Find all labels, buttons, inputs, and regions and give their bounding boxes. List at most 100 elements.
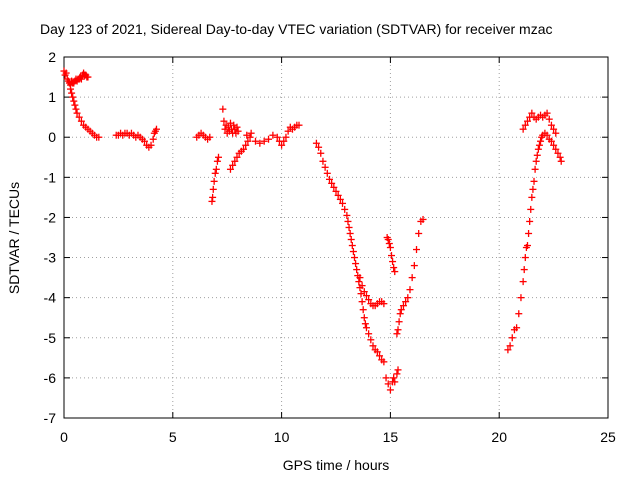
data-point	[530, 177, 538, 185]
data-point	[240, 145, 248, 153]
data-point	[70, 97, 78, 105]
data-point	[526, 217, 534, 225]
data-point	[73, 109, 81, 117]
data-point	[519, 278, 527, 286]
data-point	[332, 187, 340, 195]
data-point	[256, 139, 264, 147]
chart-title: Day 123 of 2021, Sidereal Day-to-day VTE…	[40, 21, 553, 37]
data-point	[528, 193, 536, 201]
data-point	[234, 127, 242, 135]
data-point	[389, 258, 397, 266]
data-point	[278, 141, 286, 149]
data-point	[152, 125, 160, 133]
data-point	[210, 177, 218, 185]
data-point	[325, 175, 333, 183]
data-point	[515, 310, 523, 318]
data-point	[406, 286, 414, 294]
data-point	[353, 266, 361, 274]
data-point	[211, 169, 219, 177]
data-point	[229, 161, 237, 169]
data-point	[226, 165, 234, 173]
data-point	[545, 115, 553, 123]
data-point	[547, 137, 555, 145]
data-point	[362, 292, 370, 300]
data-point	[376, 352, 384, 360]
data-point	[251, 137, 259, 145]
data-point	[523, 117, 531, 125]
data-point	[394, 366, 402, 374]
data-point	[359, 306, 367, 314]
data-point	[352, 260, 360, 268]
data-point	[348, 242, 356, 250]
y-tick-label: -1	[44, 169, 57, 185]
data-point	[347, 236, 355, 244]
data-point	[396, 310, 404, 318]
data-point	[404, 294, 412, 302]
data-point	[397, 306, 405, 314]
data-point	[317, 149, 325, 157]
data-point	[519, 125, 527, 133]
data-point	[273, 133, 281, 141]
data-point	[547, 121, 555, 129]
data-point	[533, 151, 541, 159]
data-point	[344, 217, 352, 225]
data-point	[360, 314, 368, 322]
y-tick-label: 1	[48, 89, 56, 105]
data-point	[295, 121, 303, 129]
data-point	[71, 101, 79, 109]
data-point	[365, 296, 373, 304]
data-point	[343, 211, 351, 219]
data-point	[382, 374, 390, 382]
axis-ticks: 0 5 10 15 20 25 -7 -6 -5 -4 -3 -2 -1 0 1 2	[44, 49, 616, 445]
data-point	[390, 264, 398, 272]
data-point	[209, 193, 217, 201]
data-point	[356, 274, 364, 282]
data-point	[149, 135, 157, 143]
data-point	[535, 141, 543, 149]
data-point	[208, 197, 216, 205]
data-point	[362, 324, 370, 332]
x-tick-label: 15	[383, 429, 399, 445]
data-point	[280, 137, 288, 145]
data-point	[506, 342, 514, 350]
data-point	[554, 149, 562, 157]
data-point	[402, 298, 410, 306]
data-point	[69, 93, 77, 101]
y-tick-label: 0	[48, 129, 56, 145]
data-point	[334, 191, 342, 199]
data-point	[394, 326, 402, 334]
data-point	[212, 165, 220, 173]
data-point	[231, 157, 239, 165]
data-point	[520, 266, 528, 274]
data-point	[206, 133, 214, 141]
data-point	[393, 330, 401, 338]
data-point	[521, 121, 529, 129]
data-point	[214, 153, 222, 161]
data-point	[521, 254, 529, 262]
data-point	[531, 165, 539, 173]
data-point	[384, 236, 392, 244]
data-point	[385, 240, 393, 248]
data-point	[413, 246, 421, 254]
data-point	[508, 334, 516, 342]
data-point	[525, 229, 533, 237]
data-point	[517, 294, 525, 302]
data-point	[282, 133, 290, 141]
data-point	[336, 195, 344, 203]
data-point	[141, 137, 149, 145]
data-point	[550, 125, 558, 133]
data-point	[529, 185, 537, 193]
data-point	[528, 109, 536, 117]
y-tick-label: -2	[44, 209, 57, 225]
data-point	[312, 139, 320, 147]
data-point	[395, 318, 403, 326]
grid	[64, 57, 608, 418]
data-point	[84, 73, 92, 81]
x-axis-label: GPS time / hours	[283, 457, 390, 473]
data-point	[77, 117, 85, 125]
data-point	[358, 282, 366, 290]
data-point	[384, 380, 392, 388]
data-point	[346, 229, 354, 237]
y-tick-label: -7	[44, 410, 57, 426]
